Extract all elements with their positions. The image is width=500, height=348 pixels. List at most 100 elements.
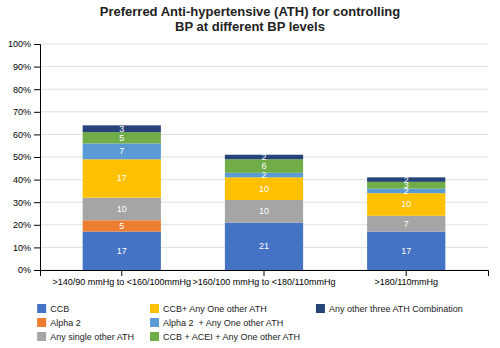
- legend-swatch: [37, 304, 46, 313]
- y-tick: 80%: [13, 85, 40, 95]
- y-tick-label: 30%: [13, 198, 31, 208]
- data-labels: 172117510107171010722563322: [117, 124, 411, 256]
- x-axis-line: [41, 271, 489, 277]
- legend-label: CCB: [50, 304, 69, 314]
- legend: CCB Alpha 2 Any single other ATH CCB+ Any O…: [37, 304, 463, 342]
- grid: [40, 44, 488, 270]
- y-tick: 70%: [13, 107, 40, 117]
- bar-segment: [83, 198, 161, 221]
- legend-label: CCB + ACEI + Any One other ATH: [163, 332, 300, 342]
- legend-label: Any single other ATH: [50, 332, 134, 342]
- legend-item: CCB+ Any One other ATH: [150, 304, 267, 314]
- data-label: 17: [117, 246, 127, 256]
- legend-label: CCB+ Any One other ATH: [163, 304, 267, 314]
- data-label: 2: [261, 152, 266, 162]
- x-tick-mark: [264, 270, 265, 276]
- bar-segment: [225, 200, 303, 223]
- plot: 1721175101071710107225633220%10%20%30%40…: [8, 39, 489, 287]
- grid-line: [40, 44, 488, 45]
- x-tick-mark: [121, 270, 122, 276]
- bar-segment: [367, 216, 445, 232]
- y-tick-label: 40%: [13, 175, 31, 185]
- y-tick: 90%: [13, 62, 40, 72]
- grid-line: [40, 111, 488, 112]
- x-tick: >140/90 mmHg to <160/100mmHg: [52, 270, 191, 287]
- data-label: 21: [259, 241, 269, 251]
- y-tick-mark: [34, 112, 40, 113]
- legend-swatch: [316, 304, 325, 313]
- legend-swatch: [150, 304, 159, 313]
- data-label: 5: [119, 221, 124, 231]
- data-label: 10: [259, 206, 269, 216]
- data-label: 17: [401, 246, 411, 256]
- legend-item: Any other three ATH Combination: [316, 304, 463, 314]
- x-tick-label: >180/110mmHg: [374, 277, 438, 287]
- y-tick-label: 100%: [8, 39, 31, 49]
- legend-label: Alpha 2 + Any One other ATH: [163, 318, 283, 328]
- bar-segment: [83, 220, 161, 231]
- y-tick-label: 60%: [13, 130, 31, 140]
- y-tick: 10%: [13, 243, 40, 253]
- data-label: 10: [117, 204, 127, 214]
- bar-segment: [367, 193, 445, 216]
- x-axis: >140/90 mmHg to <160/100mmHg>160/100 mmH…: [41, 270, 489, 287]
- y-tick-mark: [34, 180, 40, 181]
- legend-item: CCB + ACEI + Any One other ATH: [150, 332, 300, 342]
- data-label: 7: [404, 219, 409, 229]
- y-tick: 50%: [13, 152, 40, 162]
- y-tick-mark: [34, 89, 40, 90]
- y-tick: 0%: [18, 265, 40, 275]
- y-tick: 60%: [13, 130, 40, 140]
- y-tick-label: 20%: [13, 220, 31, 230]
- bar-segment: [83, 143, 161, 159]
- bar-segment: [83, 232, 161, 270]
- y-tick-label: 90%: [13, 62, 31, 72]
- data-label: 2: [404, 175, 409, 185]
- y-tick: 40%: [13, 175, 40, 185]
- legend-swatch: [150, 318, 159, 327]
- y-tick-mark: [34, 157, 40, 158]
- y-tick-mark: [34, 67, 40, 68]
- y-tick-mark: [34, 202, 40, 203]
- bar-segment: [83, 159, 161, 197]
- y-axis: 0% 10% 20% 30% 40% 50% 60% 70% 80% 90% 100%: [8, 39, 41, 275]
- legend-label: Alpha 2: [50, 318, 81, 328]
- data-label: 10: [401, 199, 411, 209]
- chart: Preferred Anti-hypertensive (ATH) for co…: [0, 0, 500, 348]
- legend-swatch: [37, 318, 46, 327]
- legend-swatch: [150, 332, 159, 341]
- data-label: 3: [119, 124, 124, 134]
- bar-segment: [83, 132, 161, 143]
- legend-swatch: [37, 332, 46, 341]
- y-axis-line: [34, 45, 41, 271]
- legend-item: Any single other ATH: [37, 332, 134, 342]
- legend-item: Alpha 2: [37, 318, 81, 328]
- y-tick-mark: [34, 134, 40, 135]
- y-tick-label: 0%: [18, 265, 31, 275]
- grid-line: [40, 66, 488, 67]
- legend-item: Alpha 2 + Any One other ATH: [150, 318, 283, 328]
- x-tick-label: >160/100 mmHg to <180/110mmHg: [193, 277, 336, 287]
- y-tick-label: 80%: [13, 85, 31, 95]
- data-label: 6: [261, 161, 266, 171]
- bar-segment: [367, 232, 445, 270]
- y-tick-mark: [34, 44, 40, 45]
- y-tick-mark: [34, 225, 40, 226]
- x-tick: >160/100 mmHg to <180/110mmHg: [193, 270, 336, 287]
- y-tick-label: 70%: [13, 107, 31, 117]
- data-label: 17: [117, 173, 127, 183]
- legend-label: Any other three ATH Combination: [329, 304, 463, 314]
- y-tick-mark: [34, 270, 40, 271]
- bars: [83, 125, 446, 270]
- legend-item: CCB: [37, 304, 69, 314]
- y-tick-mark: [34, 247, 40, 248]
- y-tick-label: 10%: [13, 243, 31, 253]
- x-tick: >180/110mmHg: [374, 270, 438, 287]
- y-tick: 20%: [13, 220, 40, 230]
- bar-segment: [225, 223, 303, 270]
- data-label: 10: [259, 184, 269, 194]
- data-label: 5: [119, 133, 124, 143]
- grid-line: [40, 89, 488, 90]
- bar-segment: [225, 177, 303, 200]
- y-tick: 100%: [8, 39, 40, 49]
